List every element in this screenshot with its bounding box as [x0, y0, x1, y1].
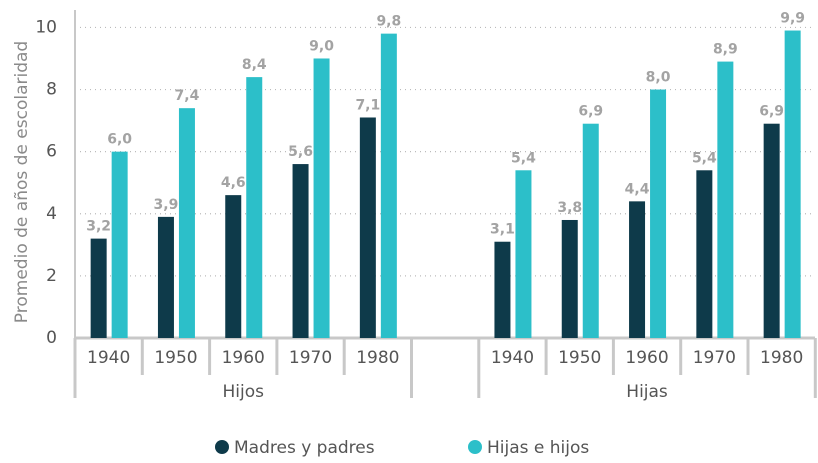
- data-label: 5,6: [288, 144, 313, 160]
- data-label: 4,6: [221, 175, 246, 191]
- x-tick-label: 1950: [154, 348, 197, 368]
- bar: [582, 123, 599, 338]
- x-tick-label: 1970: [289, 348, 332, 368]
- bar: [380, 33, 397, 339]
- bar: [494, 241, 511, 338]
- bar: [292, 164, 309, 338]
- data-label: 7,1: [355, 97, 380, 113]
- y-tick-label: 6: [46, 142, 57, 162]
- data-label: 3,9: [154, 197, 179, 213]
- data-label: 8,0: [646, 70, 671, 86]
- bar: [178, 108, 195, 338]
- bar: [629, 201, 646, 338]
- x-tick-label: 1940: [491, 348, 534, 368]
- data-label: 3,1: [490, 222, 515, 238]
- bar: [246, 77, 263, 338]
- data-label: 6,9: [759, 104, 784, 120]
- legend-label: Hijas e hijos: [487, 438, 589, 458]
- data-label: 5,4: [511, 150, 536, 166]
- bar: [515, 170, 532, 338]
- data-label: 9,9: [780, 11, 805, 27]
- bar: [90, 238, 107, 338]
- group-label: Hijos: [223, 382, 265, 402]
- bar: [696, 170, 713, 338]
- data-label: 5,4: [692, 150, 717, 166]
- x-tick-label: 1940: [87, 348, 130, 368]
- y-tick-label: 2: [46, 266, 57, 286]
- bar: [650, 89, 667, 339]
- y-tick-label: 0: [46, 328, 57, 348]
- bar: [111, 151, 128, 338]
- data-label: 6,0: [107, 132, 132, 148]
- bar: [313, 58, 330, 338]
- x-tick-label: 1980: [760, 348, 803, 368]
- data-label: 7,4: [175, 88, 200, 104]
- legend-marker: [215, 440, 229, 454]
- x-tick-label: 1970: [693, 348, 736, 368]
- legend-label: Madres y padres: [234, 438, 375, 458]
- y-tick-label: 10: [35, 17, 57, 37]
- data-label: 3,2: [86, 219, 111, 235]
- bar: [359, 117, 376, 338]
- data-label: 8,9: [713, 42, 738, 58]
- data-label: 8,4: [242, 57, 267, 73]
- bar: [763, 123, 780, 338]
- bar: [784, 30, 801, 339]
- y-axis-label: Promedio de años de escolaridad: [12, 41, 32, 323]
- data-label: 3,8: [557, 200, 582, 216]
- bar: [717, 61, 734, 338]
- data-label: 4,4: [625, 181, 650, 197]
- x-tick-label: 1960: [222, 348, 265, 368]
- data-label: 6,9: [578, 104, 603, 120]
- bar: [225, 195, 242, 338]
- legend-marker: [468, 440, 482, 454]
- x-tick-label: 1960: [625, 348, 668, 368]
- data-label: 9,0: [309, 38, 334, 54]
- data-label: 9,8: [376, 14, 401, 30]
- bar: [157, 216, 174, 338]
- x-tick-label: 1980: [356, 348, 399, 368]
- x-tick-label: 1950: [558, 348, 601, 368]
- group-label: Hijas: [626, 382, 668, 402]
- bar: [561, 219, 578, 338]
- y-tick-label: 4: [46, 204, 57, 224]
- y-tick-label: 8: [46, 80, 57, 100]
